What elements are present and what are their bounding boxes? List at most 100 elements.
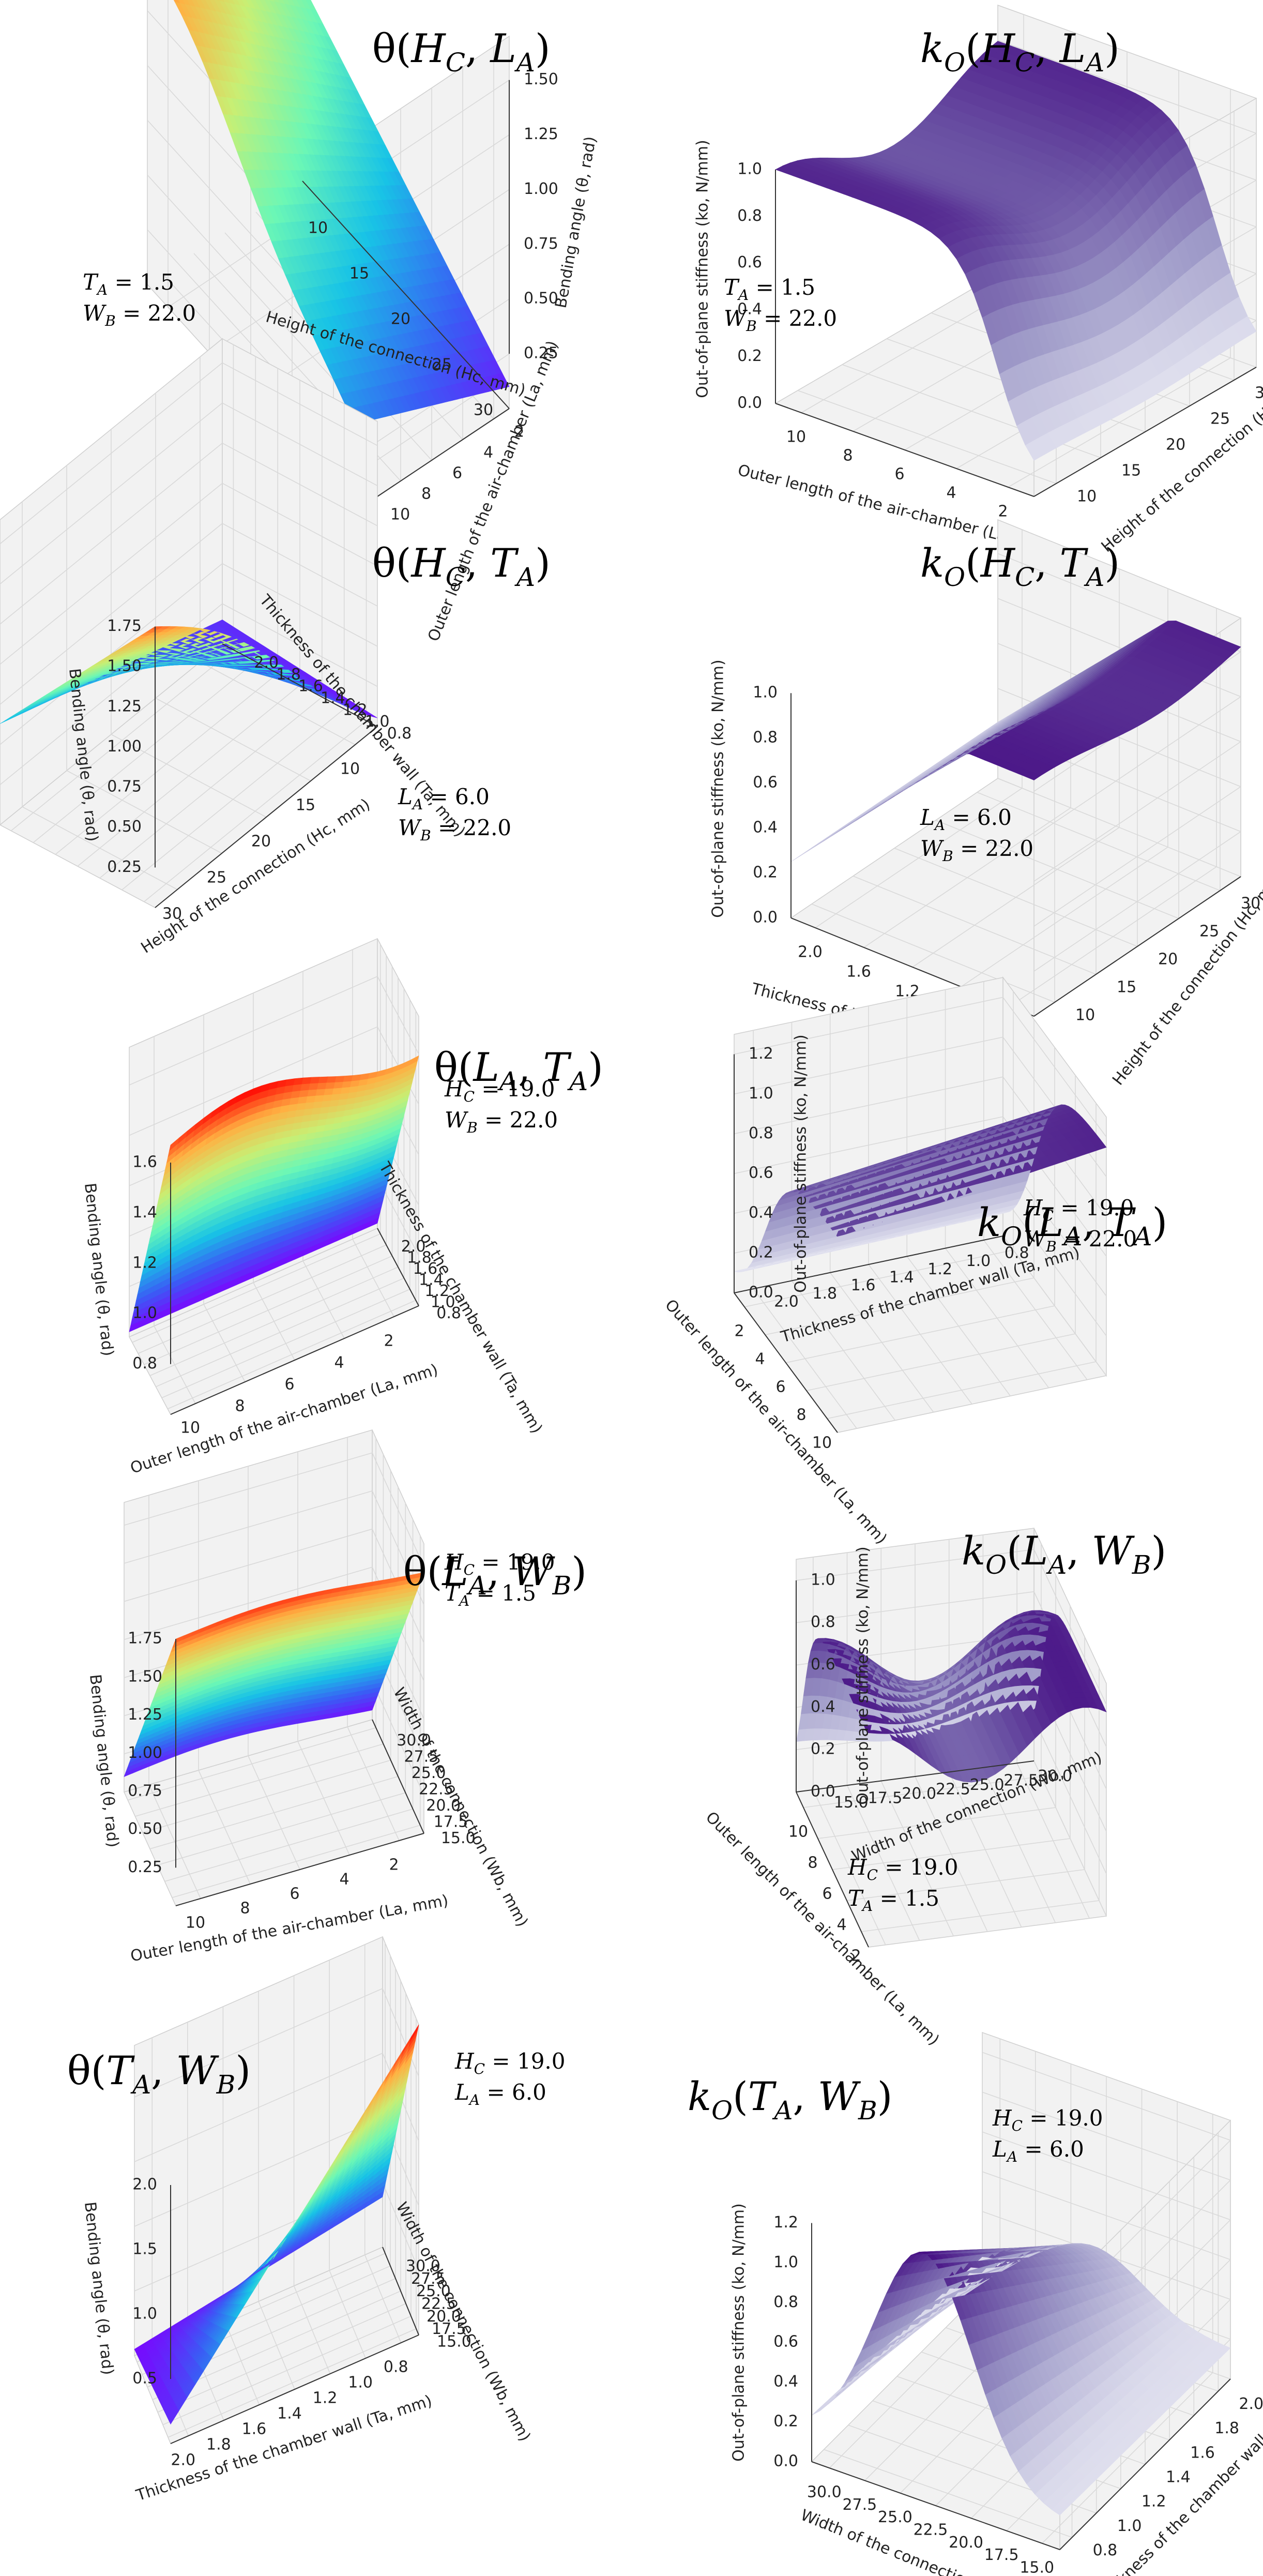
grid-line-y <box>853 876 1097 975</box>
y-tick-label: 30 <box>1255 384 1263 402</box>
grid-line-y <box>138 1244 387 1354</box>
y-tick-label: 2.0 <box>401 1238 426 1256</box>
z-tick-label: 1.75 <box>107 617 142 635</box>
x-tick-label: 10 <box>180 1419 200 1437</box>
y-tick-label: 8 <box>421 485 431 503</box>
surface-facet <box>301 1077 312 1085</box>
z-tick-label: 1.50 <box>107 657 142 675</box>
surface-facet <box>315 1089 326 1096</box>
grid-line-y <box>144 1255 392 1365</box>
grid-line-z <box>1033 831 1241 972</box>
z-axis-label: Bending angle (θ, rad) <box>552 135 600 309</box>
grid-line-y <box>149 1267 399 1376</box>
grid-line-y <box>55 673 278 855</box>
x-axis-line <box>302 180 510 409</box>
grid-line-y <box>167 1300 416 1410</box>
chart-panel-1: 10 15 20 25 30 2 4 6 8 10 0.25 0.50 0.75 1.00 1.25 1.50… <box>0 0 626 644</box>
z-tick-label: 0.4 <box>737 300 762 319</box>
grid-line-y <box>33 661 256 843</box>
x-tick-label: 30 <box>162 905 182 923</box>
x-tick-label: 10 <box>308 219 328 237</box>
grid-line-y <box>791 1280 896 1421</box>
fixed-parameter-note: WB = 22.0 <box>724 306 837 335</box>
surface-facet <box>364 713 378 718</box>
surface-plot-1: 10152025302468100.250.500.751.001.251.50… <box>83 0 600 644</box>
x-tick-label: 20 <box>391 310 410 328</box>
z-tick-label: 1.0 <box>753 684 778 702</box>
surface-mesh <box>173 0 510 425</box>
z-tick-label: 0.6 <box>737 253 762 272</box>
z-tick-label: 1.50 <box>524 70 558 88</box>
x-axis-line <box>170 1305 419 1415</box>
surface-mesh <box>790 620 1241 862</box>
surface-facet <box>325 1082 335 1090</box>
fixed-parameter-note: WB = 22.0 <box>398 815 511 844</box>
grid-line-z <box>222 603 378 687</box>
surface-facet <box>129 1321 140 1332</box>
panel-title: kO(HC, TA) <box>920 540 1120 592</box>
x-tick-label: 10 <box>340 760 360 778</box>
z-tick-label: 0.25 <box>524 344 558 363</box>
y-tick-label: 1.8 <box>276 666 301 684</box>
title-comma: , <box>465 25 490 71</box>
grid-line-z <box>734 1036 1003 1095</box>
surface-facet <box>333 1081 343 1089</box>
grid-line-z <box>0 483 223 665</box>
fixed-parameter-note: LA = 6.0 <box>920 805 1012 834</box>
grid-line-z <box>129 1026 378 1136</box>
y-tick-label: 20 <box>1158 951 1178 969</box>
y-tick-label: 0.8 <box>387 725 412 743</box>
chart-panel-5: 10 8 6 4 2 0.8 1.0 1.2 1.4 1.6 1.8 2.0 0.8 1.0 1.2 1.4 1… <box>0 938 626 1541</box>
z-axis-label: Out-of-plane stiffness (ko, N/mm) <box>694 140 712 398</box>
grid-line-y <box>10 649 234 832</box>
z-tick-label: 1.0 <box>737 160 762 178</box>
y-tick-label: 1.4 <box>321 689 345 707</box>
grid-line-y <box>906 1256 1011 1396</box>
y-tick-label: 1.2 <box>424 1282 449 1300</box>
grid-line-y <box>977 792 1221 891</box>
grid-line-y <box>99 697 323 879</box>
y-axis-line <box>1033 367 1257 497</box>
y-tick-label: 1.0 <box>431 1293 455 1311</box>
grid-line-y <box>894 848 1138 947</box>
grid-line-z <box>0 362 223 545</box>
grid-line-y <box>753 1288 857 1429</box>
z-tick-label: 1.6 <box>132 1153 157 1171</box>
z-tick-label: 1.2 <box>132 1254 157 1272</box>
grid-line-y <box>983 1240 1088 1380</box>
z-tick-label: 1.0 <box>132 1304 157 1322</box>
x-tick-label: 4 <box>946 484 956 502</box>
surface-facet <box>790 852 807 862</box>
grid-line-z <box>1033 741 1241 882</box>
surface-facet <box>309 1077 320 1084</box>
x-tick-label: 2.0 <box>798 943 823 961</box>
z-tick-label: 1.25 <box>107 697 142 715</box>
z-tick-label: 0.2 <box>737 347 762 365</box>
surface-mesh <box>775 41 1257 461</box>
y-tick-label: 2.0 <box>254 654 279 672</box>
surface-facet <box>312 1101 323 1109</box>
surface-facet <box>1025 772 1041 780</box>
chart-panel-3: 30 25 20 15 10 0.8 1.0 1.2 1.4 1.6 1.8 2.0 0.25 0.50 0… <box>0 338 626 1027</box>
title-comma: , <box>465 540 490 586</box>
fixed-parameter-note: HC = 19.0 <box>444 1076 555 1105</box>
z-tick-label: 0.50 <box>524 290 558 308</box>
z-tick-label: 0.25 <box>107 858 142 876</box>
y-axis-line <box>1033 876 1241 1017</box>
y-axis-line <box>377 1228 419 1306</box>
fixed-parameter-note: WB = 22.0 <box>920 836 1033 865</box>
grid-line-z <box>997 778 1241 877</box>
z-tick-label: 1.00 <box>107 737 142 756</box>
x-tick-label: 8 <box>843 447 853 465</box>
z-tick-label: 0.0 <box>753 909 778 927</box>
fixed-parameter-note: TA = 1.5 <box>724 275 815 304</box>
y-tick-label: 1.2 <box>343 701 368 719</box>
y-tick-label: 1.4 <box>419 1271 444 1289</box>
y-tick-label: 15 <box>1121 462 1141 480</box>
y-tick-label: 10 <box>390 506 410 524</box>
grid-line-z <box>734 1116 1003 1174</box>
y-tick-label: 6 <box>452 464 462 483</box>
x-tick-label: 2 <box>998 503 1008 521</box>
z-tick-label: 0.75 <box>107 778 142 796</box>
title-comma: , <box>518 1044 543 1090</box>
